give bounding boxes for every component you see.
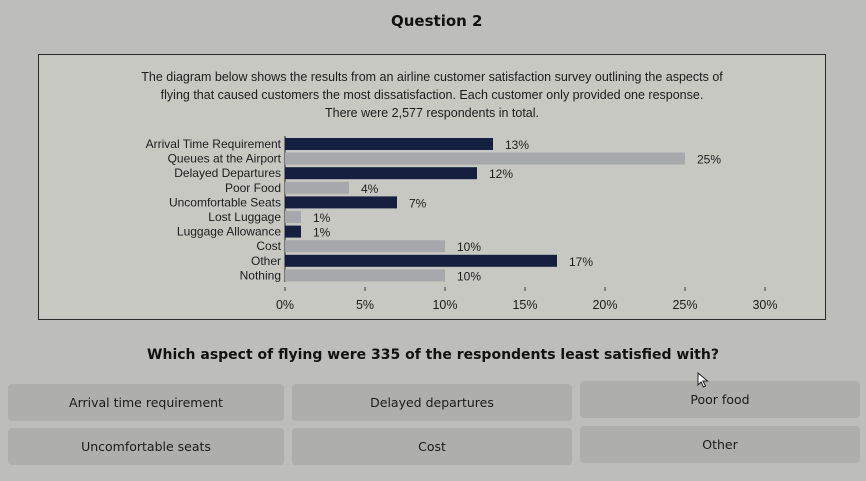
chart-panel: The diagram below shows the results from… (38, 54, 826, 320)
x-tick-label: 20% (592, 298, 617, 312)
option-delayed-departures[interactable]: Delayed departures (292, 384, 572, 421)
bar-queues-at-the-airport (285, 152, 685, 165)
value-label-lost-luggage: 1% (313, 211, 331, 225)
bar-arrival-time-requirement (285, 138, 493, 150)
x-tick-label: 5% (356, 298, 374, 312)
category-label-luggage-allowance: Luggage Allowance (177, 225, 281, 239)
description-line-2: flying that caused customers the most di… (160, 88, 704, 102)
category-label-queues-at-the-airport: Queues at the Airport (168, 152, 282, 166)
category-label-delayed-departures: Delayed Departures (174, 166, 281, 180)
x-tick-label: 10% (432, 298, 457, 312)
category-label-nothing: Nothing (240, 268, 281, 282)
category-label-cost: Cost (256, 239, 281, 253)
option-poor-food[interactable]: Poor food (580, 381, 860, 418)
value-label-other: 17% (569, 255, 593, 269)
category-label-poor-food: Poor Food (225, 181, 281, 195)
option-arrival-time-requirement[interactable]: Arrival time requirement (8, 384, 284, 421)
x-tick-label: 25% (672, 298, 697, 312)
bar-nothing (285, 269, 445, 282)
mouse-cursor-icon (697, 372, 709, 388)
bar-chart: Arrival Time Requirement 13% Queues at the… (146, 136, 778, 312)
question-title: Question 2 (391, 12, 483, 30)
bar-other (285, 254, 557, 267)
bar-poor-food (285, 181, 349, 194)
value-label-luggage-allowance: 1% (313, 226, 331, 240)
bar-cost (285, 240, 445, 253)
bar-lost-luggage (285, 211, 301, 223)
option-other[interactable]: Other (580, 426, 860, 463)
bar-delayed-departures (285, 167, 477, 180)
category-label-lost-luggage: Lost Luggage (208, 210, 281, 224)
value-label-nothing: 10% (457, 269, 481, 283)
description-line-1: The diagram below shows the results from… (141, 70, 723, 84)
value-label-delayed-departures: 12% (489, 167, 513, 181)
bar-uncomfortable-seats (285, 196, 397, 209)
value-label-cost: 10% (457, 240, 481, 254)
x-tick-label: 15% (512, 298, 537, 312)
value-label-uncomfortable-seats: 7% (409, 196, 427, 210)
question-prompt: Which aspect of flying were 335 of the r… (147, 347, 719, 363)
option-uncomfortable-seats[interactable]: Uncomfortable seats (8, 428, 284, 465)
description-line-3: There were 2,577 respondents in total. (324, 106, 540, 120)
category-label-arrival-time-requirement: Arrival Time Requirement (146, 137, 282, 151)
x-tick-label: 0% (276, 298, 294, 312)
option-cost[interactable]: Cost (292, 428, 572, 465)
category-label-uncomfortable-seats: Uncomfortable Seats (169, 195, 281, 209)
category-label-other: Other (251, 254, 281, 268)
x-tick-label: 30% (752, 298, 777, 312)
value-label-queues-at-the-airport: 25% (697, 153, 721, 167)
value-label-poor-food: 4% (361, 182, 379, 196)
bar-luggage-allowance (285, 225, 301, 238)
value-label-arrival-time-requirement: 13% (505, 138, 529, 152)
